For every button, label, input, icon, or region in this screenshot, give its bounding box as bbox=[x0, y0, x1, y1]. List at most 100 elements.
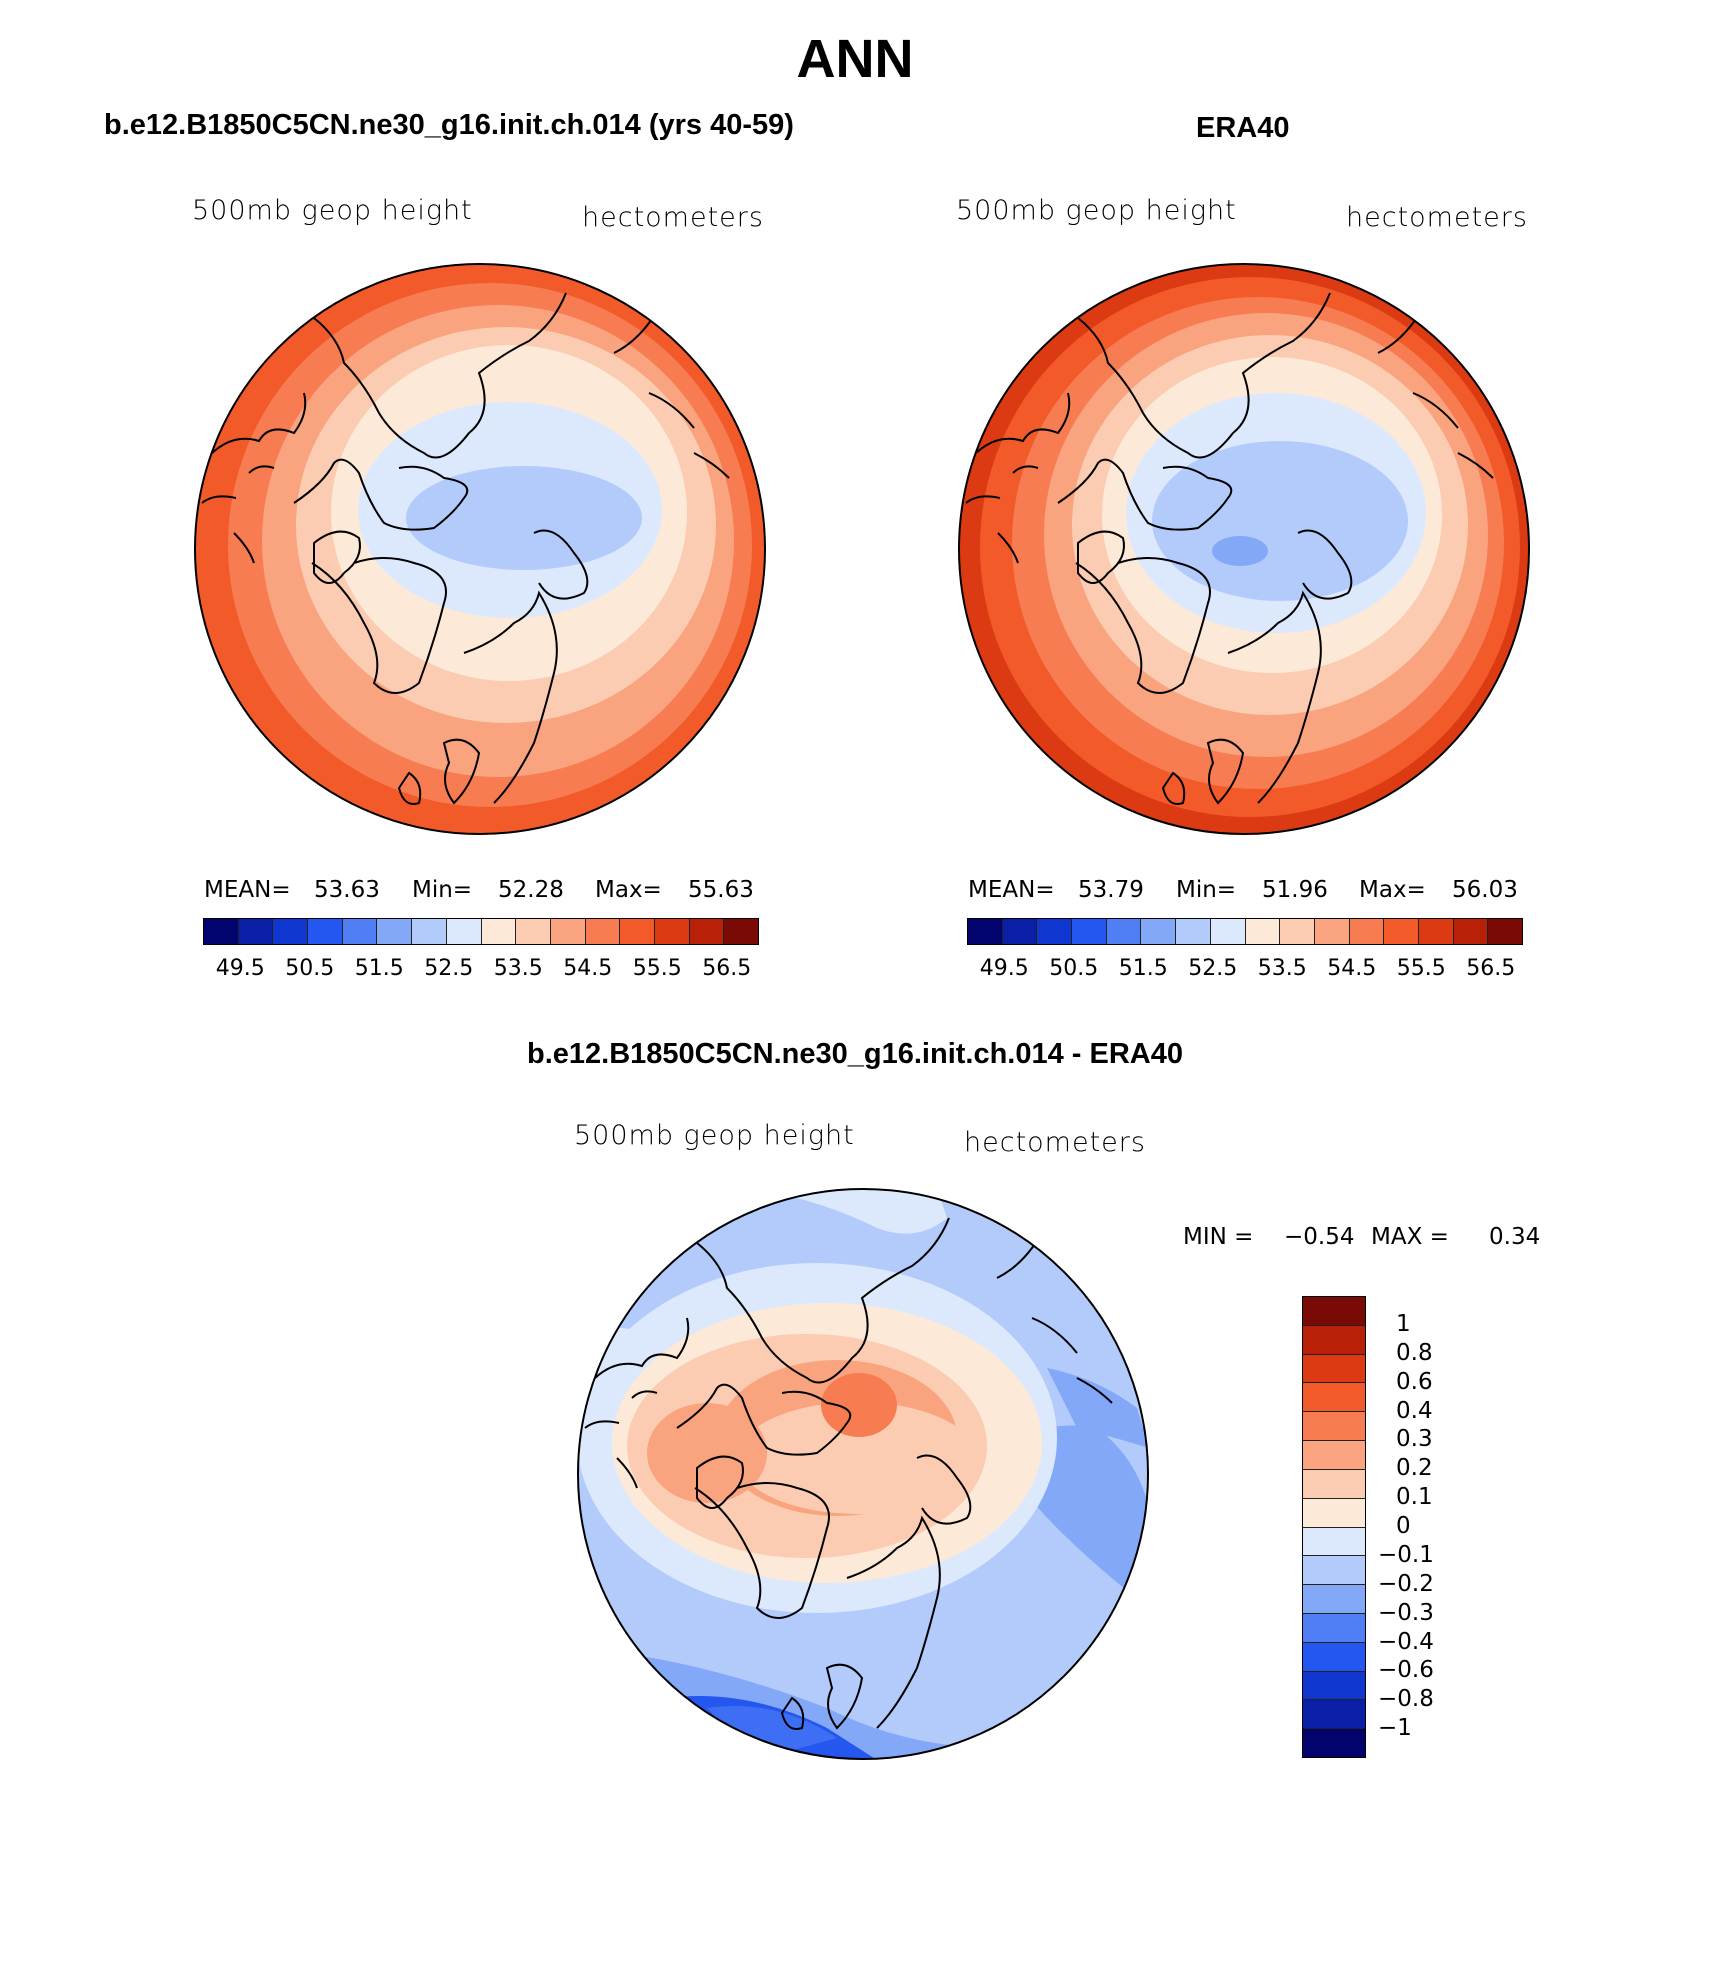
panel-1-colorbar-labels: 49.5 50.5 51.5 52.5 53.5 54.5 55.5 56.5 bbox=[203, 956, 759, 986]
panel-2-field-label: 500mb geop height bbox=[956, 195, 1237, 226]
panel-1-colorbar-box bbox=[481, 919, 517, 944]
panel-3-colorbar-label: 0.4 bbox=[1396, 1397, 1433, 1424]
panel-2-min-label: Min= bbox=[1176, 877, 1237, 903]
panel-2-max-value: 56.03 bbox=[1452, 877, 1518, 903]
panel-1-colorbar-label: 49.5 bbox=[215, 956, 265, 981]
panel-1-colorbar-box bbox=[377, 919, 413, 944]
panel-3-colorbar-label: 0.1 bbox=[1396, 1484, 1433, 1511]
panel-3-colorbar-labels: 1 0.8 0.6 0.4 0.3 0.2 0.1 0 −0.1 −0.2 −0.3 −0.4 −0.6… bbox=[1378, 1296, 1478, 1758]
panel-1-colorbar-box bbox=[412, 919, 447, 944]
panel-1-colorbar-label: 55.5 bbox=[632, 956, 682, 981]
panel-3-colorbar-box bbox=[1303, 1613, 1365, 1643]
panel-2-colorbar-label: 52.5 bbox=[1188, 956, 1238, 981]
panel-3-field-label: 500mb geop height bbox=[574, 1120, 855, 1151]
panel-2-title: ERA40 bbox=[1196, 112, 1290, 144]
panel-3-colorbar-box bbox=[1303, 1498, 1365, 1528]
panel-2-colorbar bbox=[967, 918, 1523, 945]
panel-3-min-label: MIN = bbox=[1183, 1224, 1254, 1250]
panel-1-colorbar-box bbox=[238, 919, 274, 944]
panel-2-colorbar-box bbox=[1002, 919, 1038, 944]
panel-1-colorbar-label: 54.5 bbox=[563, 956, 613, 981]
panel-3-colorbar-box bbox=[1303, 1671, 1365, 1701]
panel-1-colorbar-box bbox=[724, 919, 758, 944]
panel-3-colorbar-box bbox=[1303, 1700, 1365, 1730]
panel-2-colorbar-label: 51.5 bbox=[1118, 956, 1168, 981]
panel-3-colorbar-box bbox=[1303, 1527, 1365, 1557]
panel-3-colorbar-box bbox=[1303, 1729, 1365, 1757]
panel-3-colorbar-label: 1 bbox=[1396, 1310, 1411, 1337]
panel-2-colorbar-box bbox=[1141, 919, 1177, 944]
panel-2-max-label: Max= bbox=[1359, 877, 1426, 903]
panel-2-colorbar-label: 53.5 bbox=[1257, 956, 1307, 981]
panel-2-min-value: 51.96 bbox=[1262, 877, 1328, 903]
panel-2-colorbar-box bbox=[1453, 919, 1489, 944]
panel-2-units-label: hectometers bbox=[1346, 202, 1528, 233]
panel-3-colorbar-label: −1 bbox=[1378, 1715, 1412, 1742]
panel-1-colorbar-label: 50.5 bbox=[285, 956, 335, 981]
panel-3-max-value: 0.34 bbox=[1489, 1224, 1541, 1250]
panel-1-colorbar-box bbox=[516, 919, 551, 944]
panel-1-mean-value: 53.63 bbox=[314, 877, 380, 903]
panel-1-min-value: 52.28 bbox=[498, 877, 564, 903]
panel-3-colorbar-box bbox=[1303, 1412, 1365, 1442]
panel-3-colorbar-label: −0.6 bbox=[1378, 1657, 1434, 1684]
panel-3-colorbar-label: 0.2 bbox=[1396, 1455, 1433, 1482]
panel-3-title: b.e12.B1850C5CN.ne30_g16.init.ch.014 - E… bbox=[526, 1038, 1184, 1070]
panel-3-colorbar-label: 0.3 bbox=[1396, 1426, 1433, 1453]
panel-3-units-label: hectometers bbox=[964, 1127, 1146, 1158]
panel-3-colorbar-label: −0.1 bbox=[1378, 1541, 1434, 1568]
panel-3-colorbar-label: −0.2 bbox=[1378, 1570, 1434, 1597]
panel-1-units-label: hectometers bbox=[582, 202, 764, 233]
panel-3-max-label: MAX = bbox=[1371, 1224, 1449, 1250]
panel-2-colorbar-label: 54.5 bbox=[1327, 956, 1377, 981]
panel-3-colorbar-label: 0 bbox=[1396, 1513, 1411, 1539]
panel-1-colorbar-label: 51.5 bbox=[354, 956, 404, 981]
panel-1-colorbar-label: 53.5 bbox=[493, 956, 543, 981]
panel-3-colorbar-box bbox=[1303, 1469, 1365, 1499]
panel-2-colorbar-box bbox=[1037, 919, 1073, 944]
panel-1-colorbar-box bbox=[654, 919, 690, 944]
panel-2-map bbox=[958, 263, 1530, 835]
panel-2-colorbar-box bbox=[968, 919, 1003, 944]
panel-1-colorbar-box bbox=[204, 919, 239, 944]
panel-2-colorbar-box bbox=[1488, 919, 1522, 944]
panel-2-colorbar-box bbox=[1176, 919, 1211, 944]
panel-2-colorbar-label: 50.5 bbox=[1049, 956, 1099, 981]
panel-2-colorbar-label: 49.5 bbox=[979, 956, 1029, 981]
panel-1-colorbar bbox=[203, 918, 759, 945]
panel-3-colorbar-box bbox=[1303, 1441, 1365, 1470]
panel-2-colorbar-box bbox=[1418, 919, 1454, 944]
panel-1-colorbar-label: 52.5 bbox=[424, 956, 474, 981]
panel-1-max-label: Max= bbox=[595, 877, 662, 903]
season-title: ANN bbox=[796, 29, 914, 89]
panel-2-colorbar-box bbox=[1210, 919, 1246, 944]
panel-3-colorbar-box bbox=[1303, 1297, 1365, 1326]
panel-3-colorbar-box bbox=[1303, 1556, 1365, 1586]
panel-2-colorbar-box bbox=[1245, 919, 1281, 944]
panel-2-colorbar-box bbox=[1349, 919, 1385, 944]
panel-3-colorbar-label: 0.8 bbox=[1396, 1339, 1433, 1366]
panel-3-map bbox=[577, 1188, 1149, 1760]
panel-2-mean-value: 53.79 bbox=[1078, 877, 1144, 903]
panel-3-colorbar-label: −0.3 bbox=[1378, 1599, 1434, 1626]
panel-1-mean-label: MEAN= bbox=[204, 877, 291, 903]
panel-3-colorbar-label: −0.4 bbox=[1378, 1628, 1434, 1655]
panel-1-colorbar-box bbox=[585, 919, 621, 944]
panel-3-colorbar-box bbox=[1303, 1383, 1365, 1413]
panel-1-map bbox=[194, 263, 766, 835]
panel-3-colorbar-box bbox=[1303, 1642, 1365, 1672]
panel-2-colorbar-box bbox=[1280, 919, 1315, 944]
panel-1-colorbar-box bbox=[550, 919, 586, 944]
panel-2-colorbar-label: 55.5 bbox=[1396, 956, 1446, 981]
panel-1-colorbar-box bbox=[273, 919, 309, 944]
panel-1-field-label: 500mb geop height bbox=[192, 195, 473, 226]
panel-1-max-value: 55.63 bbox=[688, 877, 754, 903]
panel-2-colorbar-box bbox=[1106, 919, 1142, 944]
panel-3-colorbar-label: −0.8 bbox=[1378, 1686, 1434, 1713]
panel-2-colorbar-box bbox=[1314, 919, 1350, 944]
panel-1-colorbar-box bbox=[342, 919, 378, 944]
panel-2-colorbar-labels: 49.5 50.5 51.5 52.5 53.5 54.5 55.5 56.5 bbox=[967, 956, 1523, 986]
panel-1-min-label: Min= bbox=[412, 877, 473, 903]
panel-1-colorbar-box bbox=[689, 919, 725, 944]
panel-2-colorbar-box bbox=[1072, 919, 1107, 944]
